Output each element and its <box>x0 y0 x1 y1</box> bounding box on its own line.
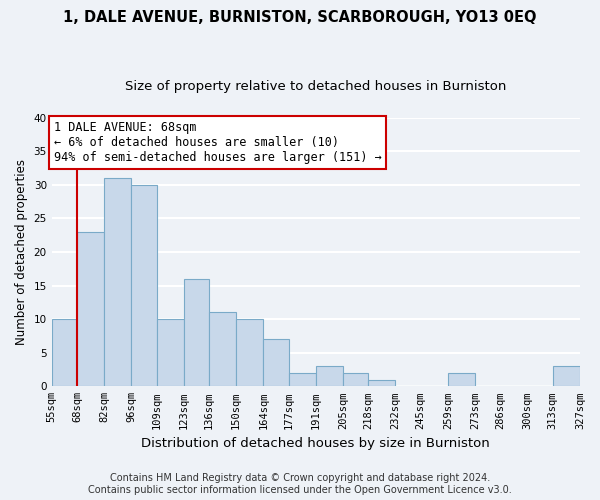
Bar <box>448 373 475 386</box>
Text: 1 DALE AVENUE: 68sqm
← 6% of detached houses are smaller (10)
94% of semi-detach: 1 DALE AVENUE: 68sqm ← 6% of detached ho… <box>53 121 382 164</box>
Bar <box>368 380 395 386</box>
Bar <box>52 319 77 386</box>
Bar <box>209 312 236 386</box>
X-axis label: Distribution of detached houses by size in Burniston: Distribution of detached houses by size … <box>142 437 490 450</box>
Y-axis label: Number of detached properties: Number of detached properties <box>15 159 28 345</box>
Text: 1, DALE AVENUE, BURNISTON, SCARBOROUGH, YO13 0EQ: 1, DALE AVENUE, BURNISTON, SCARBOROUGH, … <box>63 10 537 25</box>
Title: Size of property relative to detached houses in Burniston: Size of property relative to detached ho… <box>125 80 506 93</box>
Bar <box>104 178 131 386</box>
Bar <box>289 373 316 386</box>
Bar <box>263 340 289 386</box>
Bar <box>343 373 368 386</box>
Bar <box>131 185 157 386</box>
Bar <box>184 279 209 386</box>
Bar <box>316 366 343 386</box>
Text: Contains HM Land Registry data © Crown copyright and database right 2024.
Contai: Contains HM Land Registry data © Crown c… <box>88 474 512 495</box>
Bar <box>77 232 104 386</box>
Bar <box>553 366 580 386</box>
Bar <box>157 319 184 386</box>
Bar <box>236 319 263 386</box>
